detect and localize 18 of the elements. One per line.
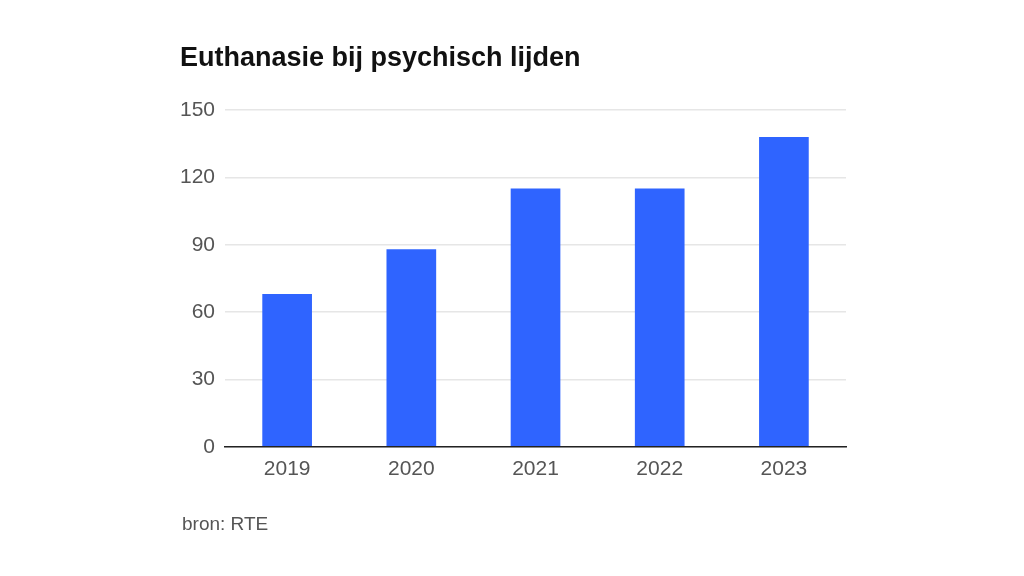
y-tick-label: 150 xyxy=(179,96,216,120)
y-tick-label: 0 xyxy=(203,433,216,457)
bar xyxy=(634,188,685,447)
bar xyxy=(386,249,437,447)
bar xyxy=(262,294,312,447)
bar xyxy=(759,136,809,447)
text: bron: RTE xyxy=(182,513,269,535)
chart-title: Euthanasie bij psychisch lijden xyxy=(180,42,581,73)
y-tick-label: 120 xyxy=(179,164,216,188)
x-tick-label: 2023 xyxy=(760,456,808,480)
y-tick-label: 30 xyxy=(191,366,216,390)
x-tick-label: 2020 xyxy=(387,456,435,480)
bar xyxy=(510,188,561,447)
x-tick-label: 2019 xyxy=(263,456,311,480)
y-tick-label: 90 xyxy=(191,231,216,255)
x-tick-label: 2022 xyxy=(636,456,684,480)
x-tick-label: 2021 xyxy=(512,456,559,480)
y-tick-label: 60 xyxy=(191,298,216,322)
